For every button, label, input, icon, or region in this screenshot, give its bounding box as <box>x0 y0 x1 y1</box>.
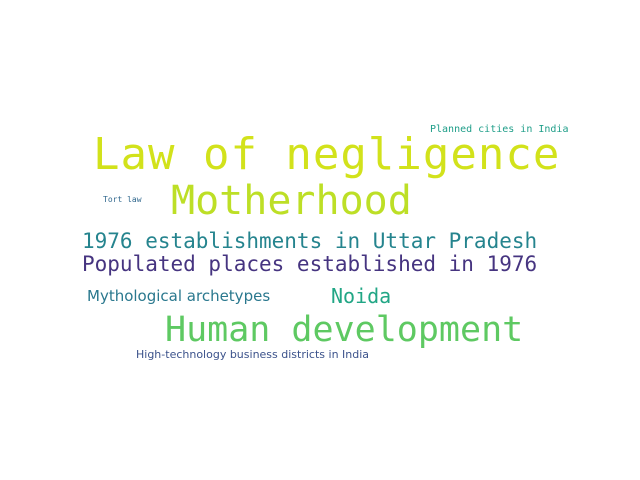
word-human-development: Human development <box>165 310 524 350</box>
word-1976-establishments-in-uttar-pradesh: 1976 establishments in Uttar Pradesh <box>82 229 538 253</box>
word-high-technology-business-districts-in-india: High-technology business districts in In… <box>136 348 370 361</box>
word-mythological-archetypes: Mythological archetypes <box>87 287 271 305</box>
word-populated-places-established-in-1976: Populated places established in 1976 <box>82 252 538 276</box>
word-law-of-negligence: Law of negligence <box>93 129 561 180</box>
word-motherhood: Motherhood <box>171 178 412 224</box>
word-planned-cities-in-india: Planned cities in India <box>430 124 569 135</box>
word-tort-law: Tort law <box>103 195 142 204</box>
word-noida: Noida <box>331 284 392 308</box>
